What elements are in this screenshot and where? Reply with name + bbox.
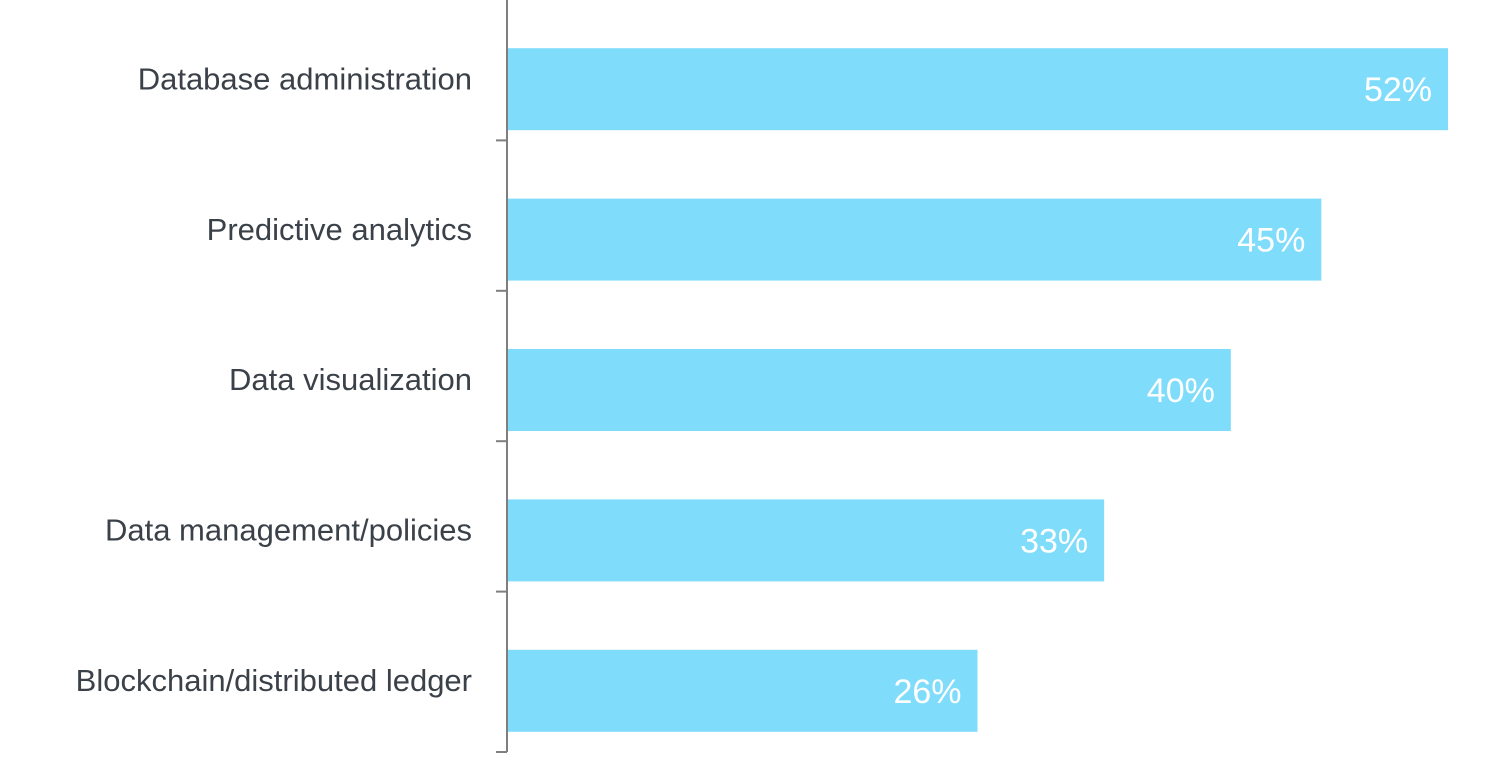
- bar-4: [507, 649, 978, 732]
- category-label-2: Data visualization: [229, 362, 472, 397]
- value-label-0: 52%: [1364, 71, 1432, 109]
- value-label-3: 33%: [1020, 522, 1088, 560]
- category-labels-group: Database administration Predictive analyt…: [76, 61, 472, 698]
- bar-2: [507, 349, 1231, 431]
- bars-group: [507, 48, 1448, 732]
- category-label-0: Database administration: [138, 61, 472, 96]
- bar-3: [507, 499, 1105, 582]
- value-labels-group: 52% 45% 40% 33% 26%: [893, 71, 1432, 711]
- value-label-4: 26%: [893, 673, 961, 711]
- category-label-1: Predictive analytics: [207, 212, 472, 247]
- bar-0: [507, 48, 1448, 131]
- category-label-3: Data management/policies: [105, 513, 472, 548]
- bar-1: [507, 198, 1322, 281]
- value-label-1: 45%: [1237, 222, 1305, 260]
- value-label-2: 40%: [1147, 372, 1215, 410]
- y-axis: [496, 0, 508, 753]
- category-label-4: Blockchain/distributed ledger: [76, 663, 472, 698]
